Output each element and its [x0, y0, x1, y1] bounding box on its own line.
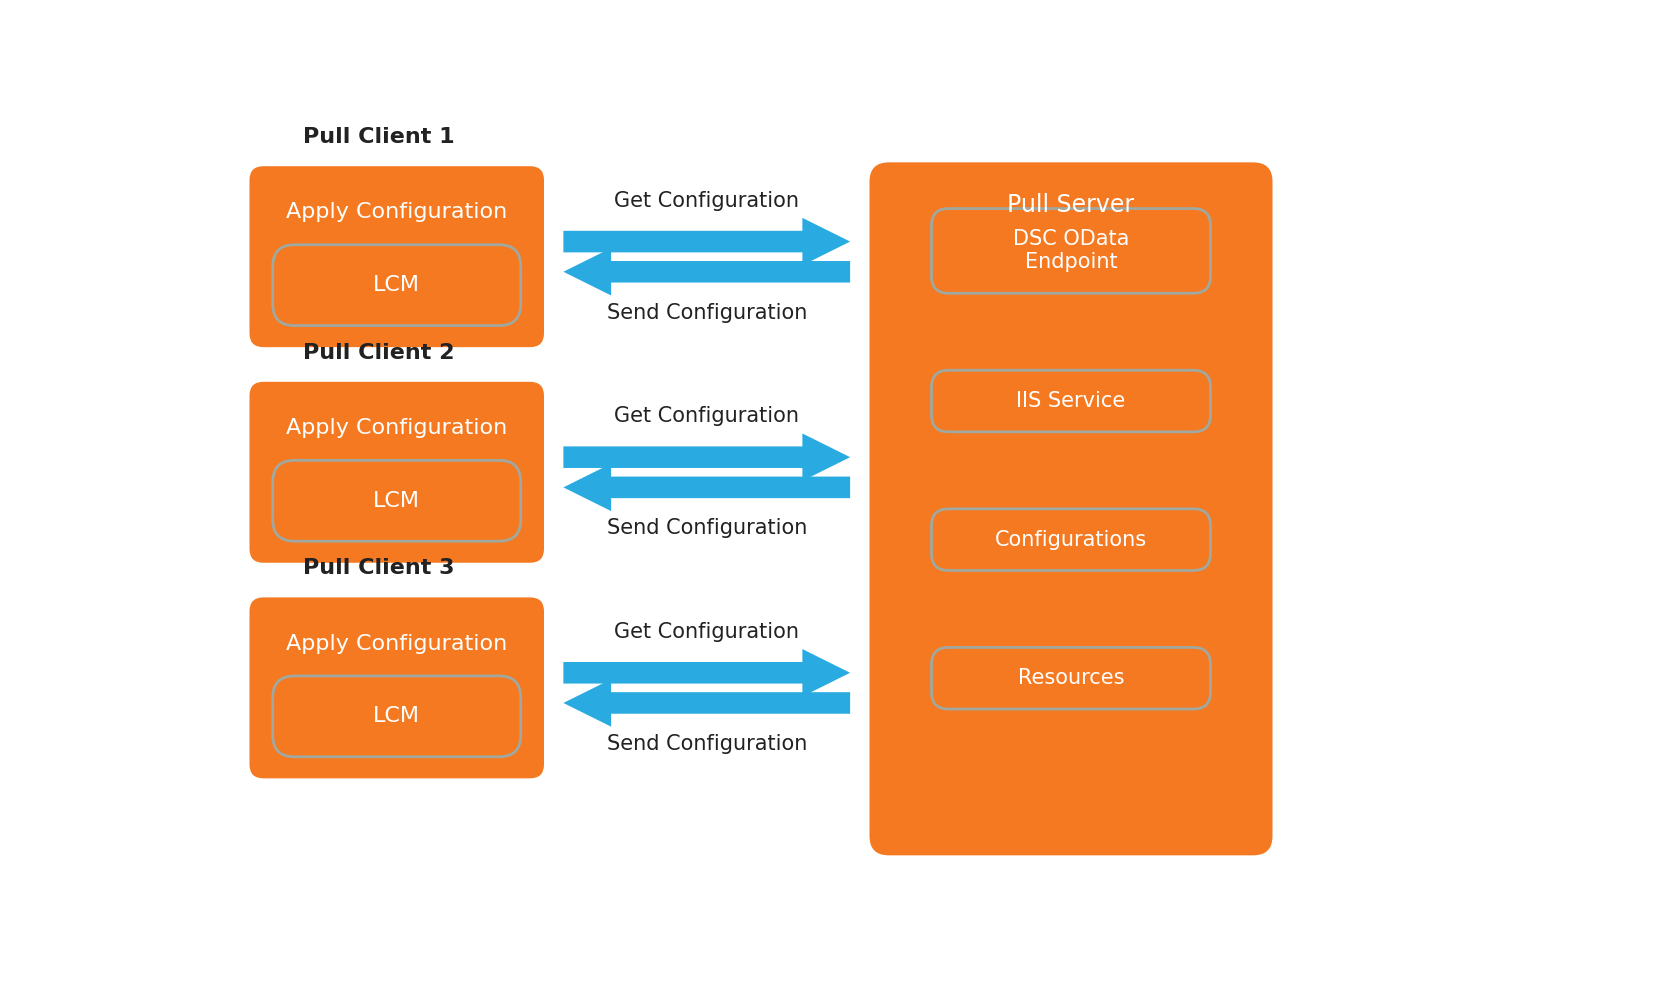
- Polygon shape: [563, 464, 851, 511]
- FancyBboxPatch shape: [273, 676, 521, 757]
- Text: Resources: Resources: [1018, 668, 1124, 688]
- Text: Configurations: Configurations: [995, 530, 1147, 550]
- FancyBboxPatch shape: [932, 509, 1210, 570]
- Text: LCM: LCM: [374, 706, 420, 726]
- FancyBboxPatch shape: [932, 209, 1210, 293]
- Text: Send Configuration: Send Configuration: [607, 518, 808, 538]
- FancyBboxPatch shape: [932, 370, 1210, 432]
- Text: Pull Client 2: Pull Client 2: [303, 343, 453, 363]
- Text: IIS Service: IIS Service: [1016, 391, 1125, 411]
- Text: Apply Configuration: Apply Configuration: [286, 634, 508, 654]
- FancyBboxPatch shape: [932, 647, 1210, 709]
- Polygon shape: [563, 433, 851, 481]
- Text: Send Configuration: Send Configuration: [607, 303, 808, 323]
- Text: Send Configuration: Send Configuration: [607, 734, 808, 754]
- FancyBboxPatch shape: [869, 162, 1273, 855]
- Text: LCM: LCM: [374, 275, 420, 295]
- Text: Pull Server: Pull Server: [1008, 193, 1135, 217]
- Text: LCM: LCM: [374, 491, 420, 511]
- FancyBboxPatch shape: [273, 245, 521, 326]
- Polygon shape: [563, 248, 851, 295]
- Text: Apply Configuration: Apply Configuration: [286, 418, 508, 438]
- Text: Apply Configuration: Apply Configuration: [286, 202, 508, 222]
- Text: Pull Client 3: Pull Client 3: [303, 558, 453, 578]
- Text: Pull Client 1: Pull Client 1: [303, 127, 453, 147]
- Text: Get Configuration: Get Configuration: [614, 622, 799, 642]
- Polygon shape: [563, 649, 851, 696]
- FancyBboxPatch shape: [250, 597, 544, 778]
- Text: DSC OData
Endpoint: DSC OData Endpoint: [1013, 229, 1129, 272]
- FancyBboxPatch shape: [250, 166, 544, 347]
- Polygon shape: [563, 679, 851, 727]
- Text: Get Configuration: Get Configuration: [614, 406, 799, 426]
- Polygon shape: [563, 218, 851, 265]
- FancyBboxPatch shape: [273, 460, 521, 541]
- FancyBboxPatch shape: [250, 382, 544, 563]
- Text: Get Configuration: Get Configuration: [614, 191, 799, 211]
